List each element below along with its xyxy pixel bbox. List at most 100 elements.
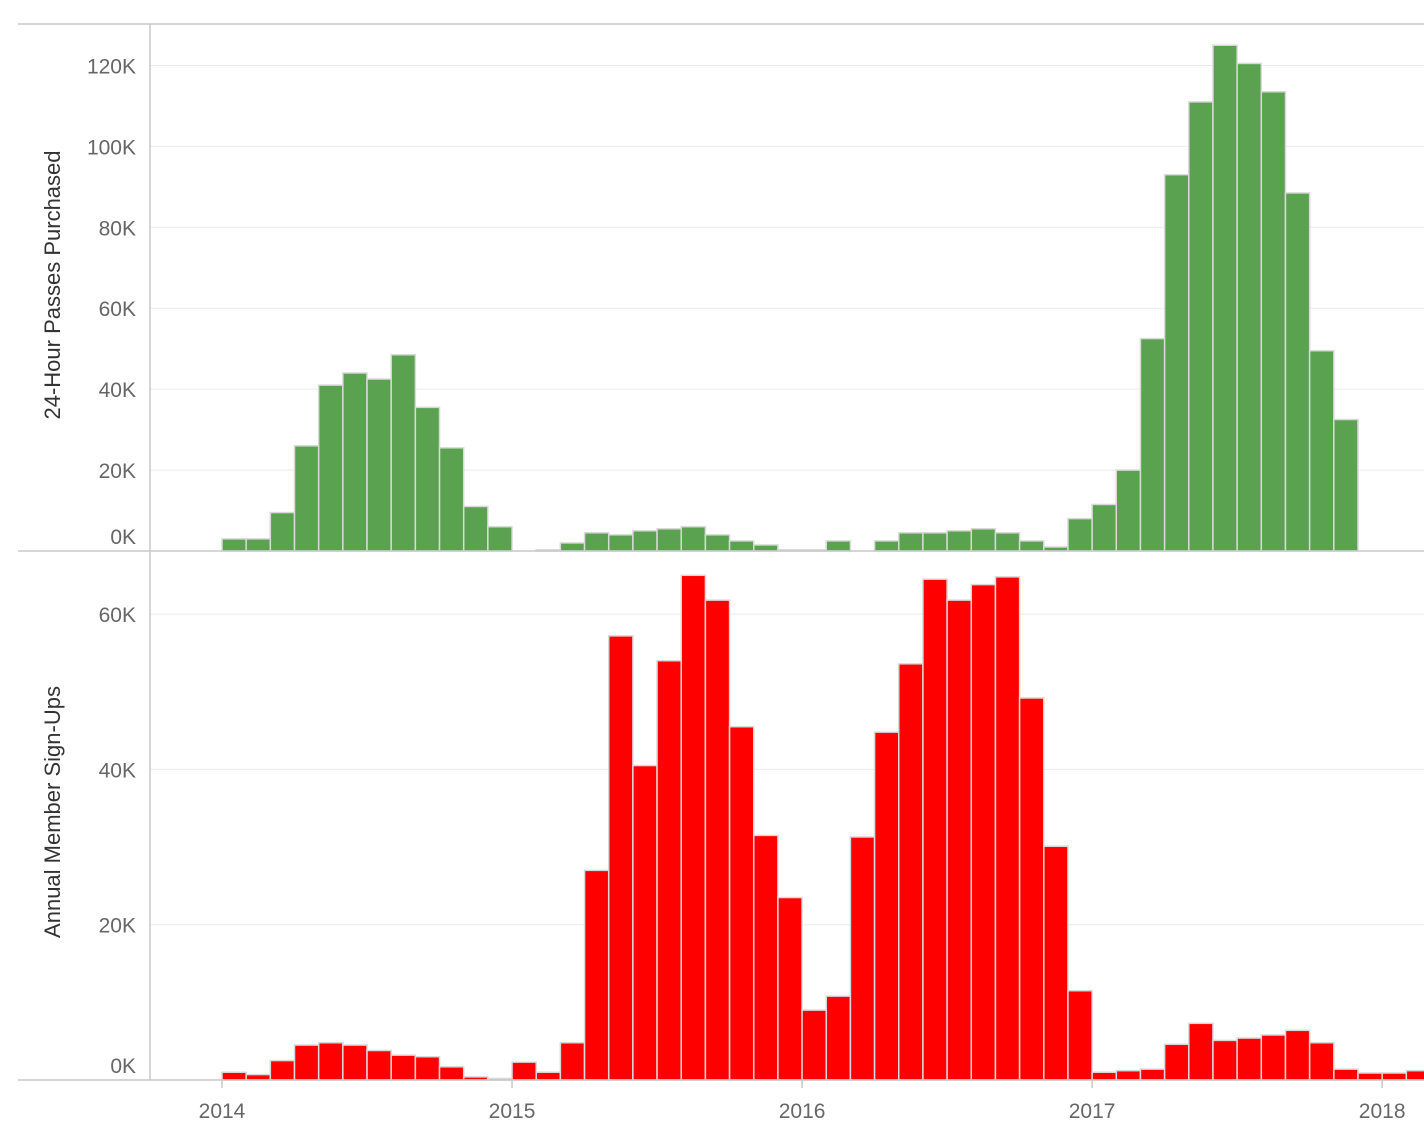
y-tick-label: 80K <box>99 217 136 240</box>
x-tick-label: 2017 <box>1069 1100 1116 1123</box>
bar <box>994 532 1021 552</box>
bar <box>317 384 344 552</box>
bar <box>414 1055 441 1081</box>
bar <box>487 525 513 552</box>
bar <box>293 445 320 552</box>
bar <box>1115 1069 1142 1081</box>
y-tick-label: 20K <box>99 460 136 483</box>
bar <box>1163 173 1190 552</box>
bar <box>680 574 707 1081</box>
bar <box>462 505 489 552</box>
bar <box>994 576 1021 1081</box>
bar <box>1139 337 1166 552</box>
bar <box>680 525 707 552</box>
bar <box>438 1066 465 1081</box>
bar <box>438 447 465 552</box>
bar <box>946 530 973 552</box>
bar <box>922 578 948 1081</box>
bar <box>801 1009 828 1081</box>
y-axis-title: 24-Hour Passes Purchased <box>40 150 65 419</box>
bar <box>752 834 779 1081</box>
bar <box>704 599 731 1081</box>
bar <box>873 540 900 552</box>
y-tick-label: 120K <box>87 55 136 78</box>
bar <box>583 532 610 552</box>
bar <box>607 635 634 1081</box>
bar <box>1188 1022 1214 1081</box>
bar <box>366 378 392 552</box>
bar <box>390 1054 417 1081</box>
bar <box>1115 469 1142 552</box>
bar <box>1308 1041 1335 1081</box>
bar <box>245 538 272 552</box>
bar <box>1236 1037 1263 1081</box>
x-tick-label: 2015 <box>489 1100 536 1123</box>
bar <box>728 540 755 552</box>
bar <box>245 1073 272 1081</box>
bar <box>825 540 852 552</box>
bar <box>390 354 417 552</box>
bar <box>1308 349 1335 552</box>
bar <box>777 896 803 1081</box>
bar <box>1284 1029 1311 1081</box>
bar <box>1212 44 1238 552</box>
bar <box>535 1071 562 1081</box>
bar <box>1405 1069 1424 1081</box>
y-tick-label: 40K <box>99 759 136 782</box>
bar <box>221 1071 247 1081</box>
bar <box>1163 1043 1190 1081</box>
bar <box>366 1049 392 1081</box>
bar <box>1260 91 1287 552</box>
bar <box>1018 697 1045 1081</box>
bar <box>559 1041 586 1081</box>
bar <box>583 869 610 1081</box>
bar <box>1260 1034 1287 1081</box>
x-axis: 2014 2015 2016 2017 2018 <box>199 1080 1406 1123</box>
bar <box>970 583 997 1081</box>
bar <box>511 1061 537 1081</box>
bar <box>1284 192 1311 552</box>
bar <box>1043 845 1069 1081</box>
bar <box>1139 1068 1166 1081</box>
bar <box>898 532 924 552</box>
signups-panel: 0K 20K 40K 60K Annual Member Sign-Ups <box>18 574 1424 1081</box>
bar <box>970 528 997 552</box>
bar <box>656 659 682 1081</box>
x-tick-label: 2018 <box>1359 1100 1406 1123</box>
bar <box>1091 503 1118 552</box>
bar <box>922 532 948 552</box>
bar <box>269 511 296 552</box>
y-tick-label: 100K <box>87 136 136 159</box>
bar <box>1381 1072 1408 1081</box>
bar <box>704 534 731 552</box>
bar <box>752 544 779 552</box>
x-tick-label: 2014 <box>199 1100 246 1123</box>
bar <box>873 731 900 1081</box>
bar <box>898 663 924 1081</box>
bar <box>414 406 441 552</box>
bar <box>1188 101 1214 552</box>
bar <box>728 725 755 1081</box>
y-axis-title: Annual Member Sign-Ups <box>40 686 65 938</box>
bar <box>1333 1068 1359 1081</box>
y-tick-label: 40K <box>99 379 136 402</box>
bar <box>1236 62 1263 552</box>
bar <box>559 542 586 552</box>
passes-panel: 0K 20K 40K 60K 80K 100K 120K 24-Hour Passes Pur… <box>18 44 1424 552</box>
bar <box>317 1041 344 1081</box>
bar <box>1091 1071 1118 1081</box>
bar <box>293 1044 320 1081</box>
bar <box>849 836 876 1081</box>
bar <box>825 995 852 1081</box>
bar <box>342 372 368 552</box>
y-tick-label: 20K <box>99 915 136 938</box>
y-tick-label: 0K <box>110 526 136 549</box>
bar <box>1357 1072 1383 1081</box>
y-tick-label: 60K <box>99 604 136 627</box>
bar <box>1018 540 1045 552</box>
bar <box>607 534 634 552</box>
bar <box>632 530 658 552</box>
y-tick-label: 60K <box>99 298 136 321</box>
bar <box>1067 989 1093 1081</box>
